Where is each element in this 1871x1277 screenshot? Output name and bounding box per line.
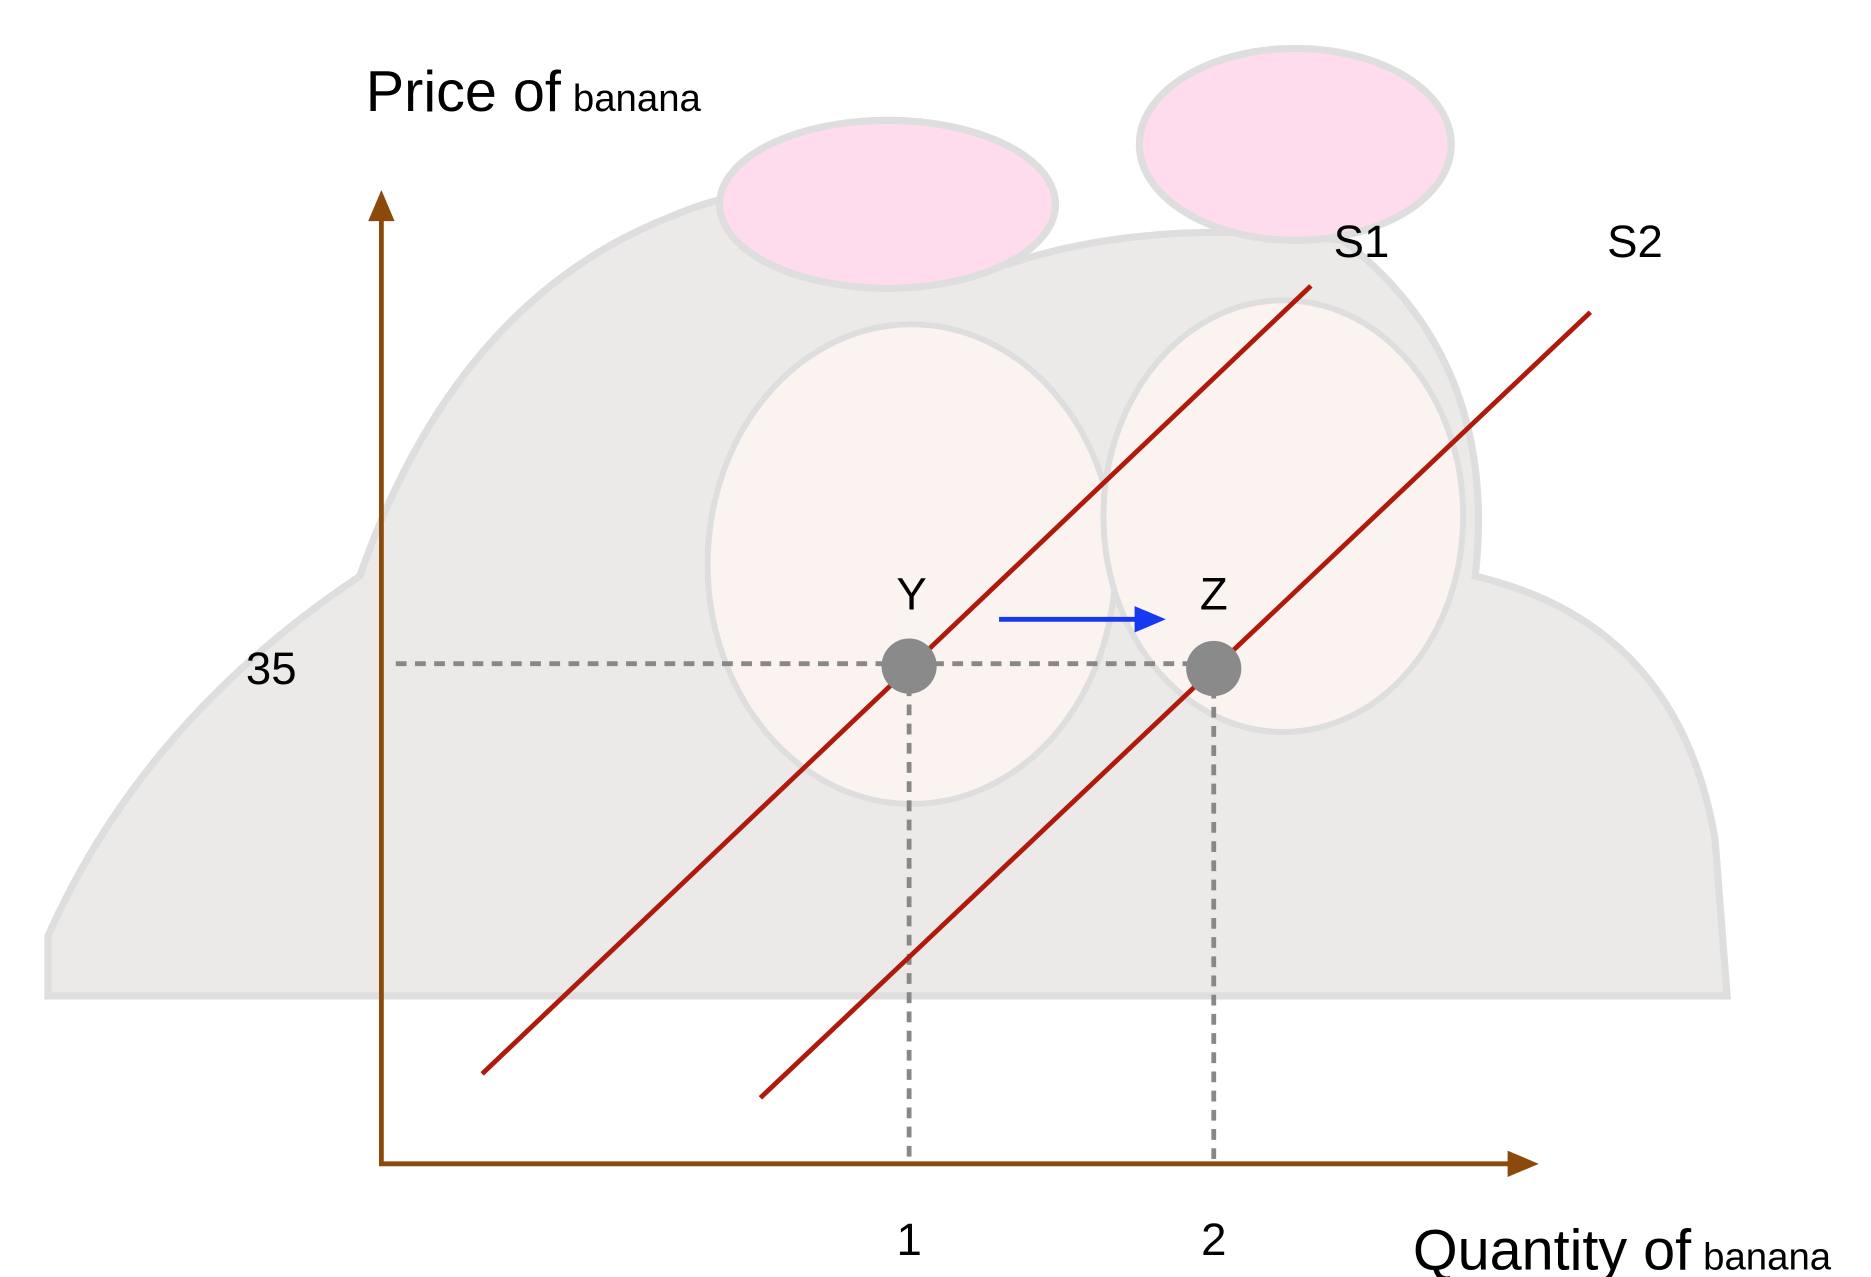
y-axis-label: Price of banana <box>366 60 702 124</box>
label-main: Price of <box>366 60 562 124</box>
y-tick-label: 35 <box>246 643 297 694</box>
supply-diagram: Price of banana Quantity of banana S1 S2 Y… <box>0 0 1871 1277</box>
point <box>882 639 937 694</box>
curve-label: S1 <box>1334 216 1390 267</box>
label-main: Quantity of <box>1413 1218 1692 1277</box>
page: Price of banana Quantity of banana S1 S2 Y… <box>0 0 1871 1277</box>
label-unit: banana <box>1703 1235 1832 1277</box>
background-illustration <box>48 48 1727 995</box>
curve-label: S2 <box>1607 216 1663 267</box>
point <box>1186 641 1241 696</box>
x-axis-label: Quantity of banana <box>1413 1218 1832 1277</box>
face-right <box>1103 300 1463 732</box>
point-label: Z <box>1200 569 1228 620</box>
x-tick-label: 1 <box>896 1214 921 1265</box>
x-axis-arrow <box>1508 1151 1539 1177</box>
label-unit: banana <box>573 77 702 120</box>
point-label: Y <box>896 569 926 620</box>
y-axis-arrow <box>368 190 394 221</box>
bow-left <box>720 120 1056 288</box>
x-tick-label: 2 <box>1201 1214 1226 1265</box>
bow-right <box>1139 48 1451 240</box>
